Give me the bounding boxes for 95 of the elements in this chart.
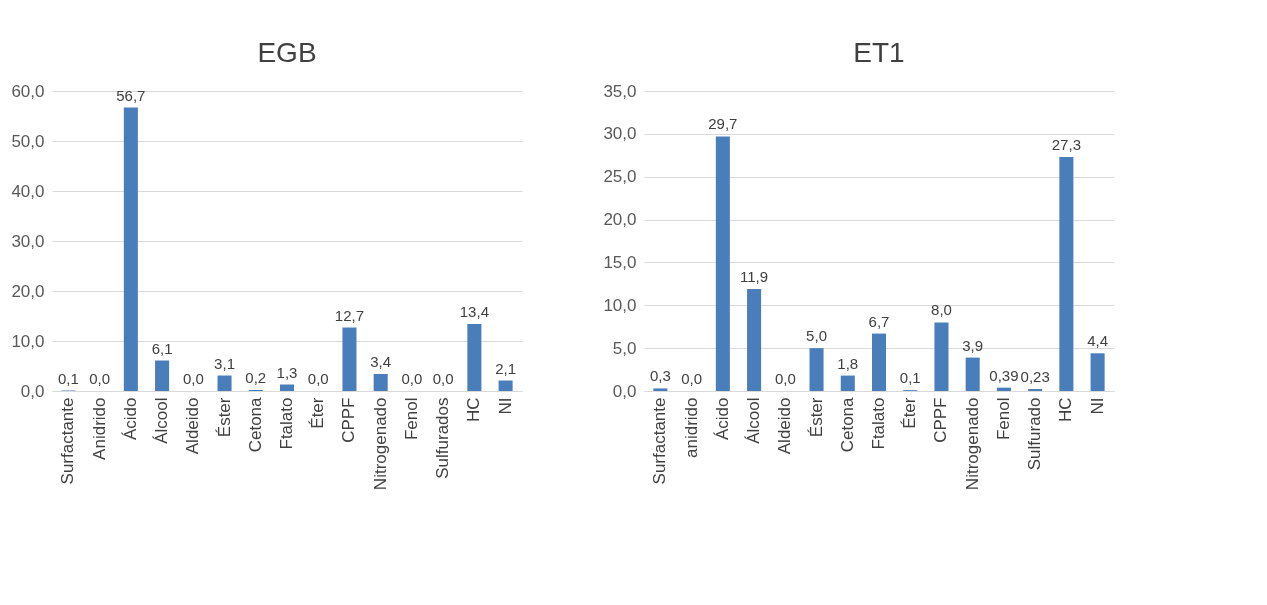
x-tick-label: NI	[1087, 397, 1107, 415]
data-label: 0,0	[307, 370, 329, 387]
x-tick-label: Éter	[900, 397, 920, 429]
bar	[1090, 353, 1105, 391]
y-tick-label: 5,0	[612, 338, 637, 358]
bar	[965, 357, 980, 391]
data-label: 0,0	[401, 370, 423, 387]
data-label: 1,3	[276, 363, 298, 381]
data-label: 13,4	[459, 303, 489, 320]
bar	[467, 324, 482, 391]
bar	[809, 348, 824, 391]
x-tick-label: Ácido	[712, 397, 732, 441]
x-tick-label: NI	[495, 397, 515, 415]
chart-title: EGB	[257, 37, 317, 68]
x-tick-label: Aldeido	[183, 397, 203, 455]
data-label: 0,3	[649, 367, 671, 385]
data-label: 29,7	[708, 115, 738, 133]
data-label: 4,4	[1087, 332, 1109, 350]
data-label: 5,0	[806, 327, 827, 345]
bar	[715, 136, 730, 391]
y-tick-label: 25,0	[603, 167, 637, 187]
bar	[279, 384, 295, 391]
y-tick-label: 40,0	[11, 181, 45, 201]
x-tick-label: HC	[464, 397, 484, 423]
x-tick-label: Anidrido	[89, 397, 109, 460]
bar	[871, 333, 887, 391]
data-label: 0,0	[432, 370, 454, 387]
y-tick-label: 10,0	[11, 331, 45, 351]
x-tick-label: Ftalato	[869, 397, 888, 450]
y-tick-label: 10,0	[603, 295, 637, 315]
data-label: 0,1	[57, 369, 79, 387]
data-label: 12,7	[334, 306, 365, 324]
data-label: 3,9	[962, 336, 984, 354]
bar	[747, 289, 762, 391]
data-label: 6,1	[151, 339, 173, 357]
data-label: 6,7	[868, 312, 890, 330]
x-tick-label: Álcool	[744, 397, 764, 444]
data-label: 0,39	[989, 366, 1019, 384]
y-tick-label: 30,0	[11, 231, 45, 251]
chart-title: ET1	[853, 37, 905, 68]
x-tick-label: HC	[1056, 397, 1076, 423]
bar	[934, 322, 949, 391]
data-label: 27,3	[1051, 136, 1081, 153]
bar	[342, 327, 357, 391]
data-label: 56,7	[116, 86, 146, 104]
bar	[217, 375, 232, 391]
data-label: 0,0	[182, 370, 204, 387]
data-label: 0,0	[681, 370, 703, 387]
x-tick-label: CPPF	[339, 397, 359, 443]
bar	[840, 375, 855, 391]
x-tick-label: Sulfurado	[1025, 397, 1045, 471]
data-label: 1,8	[837, 354, 859, 372]
y-tick-label: 30,0	[603, 124, 637, 144]
x-tick-label: Álcool	[152, 397, 172, 444]
y-tick-label: 50,0	[11, 131, 45, 151]
x-tick-label: Éster	[214, 397, 234, 438]
x-tick-label: Fenol	[993, 397, 1013, 441]
x-tick-label: Ácido	[120, 397, 140, 441]
data-label: 8,0	[931, 301, 952, 319]
x-tick-label: Cetona	[837, 396, 857, 453]
x-tick-label: Éter	[308, 397, 328, 429]
y-tick-label: 20,0	[11, 281, 45, 301]
y-tick-label: 0,0	[612, 381, 637, 401]
y-tick-label: 15,0	[603, 252, 637, 272]
data-label: 11,9	[740, 268, 769, 285]
x-tick-label: Aldeido	[775, 397, 795, 455]
data-label: 2,1	[495, 359, 517, 377]
data-label: 3,1	[214, 354, 235, 372]
bar	[123, 107, 138, 391]
x-tick-label: Fenol	[401, 397, 421, 441]
bar	[1059, 157, 1074, 391]
bar	[155, 360, 170, 391]
x-tick-label: Nitrogenado	[962, 397, 982, 491]
y-tick-label: 20,0	[603, 210, 637, 230]
x-tick-label: Nitrogenado	[370, 397, 390, 491]
x-tick-label: Cetona	[245, 396, 265, 453]
x-tick-label: CPPF	[931, 397, 951, 443]
y-tick-label: 35,0	[603, 81, 637, 101]
x-tick-label: Surfactante	[650, 397, 670, 485]
data-label: 0,1	[899, 369, 921, 387]
x-tick-label: Éster	[806, 397, 826, 438]
data-label: 0,0	[89, 370, 111, 387]
data-label: 0,23	[1020, 368, 1050, 386]
y-tick-label: 0,0	[20, 381, 45, 401]
x-tick-label: Surfactante	[58, 397, 78, 485]
bar	[653, 388, 668, 391]
data-label: 0,0	[774, 370, 796, 387]
bar	[498, 380, 513, 391]
y-tick-label: 60,0	[11, 81, 45, 101]
bar	[373, 374, 388, 391]
x-tick-label: Ftalato	[277, 397, 296, 450]
data-label: 0,2	[245, 369, 267, 386]
x-tick-label: Sulfurados	[433, 397, 453, 479]
x-tick-label: anidrido	[681, 397, 701, 458]
data-label: 3,4	[370, 353, 392, 370]
